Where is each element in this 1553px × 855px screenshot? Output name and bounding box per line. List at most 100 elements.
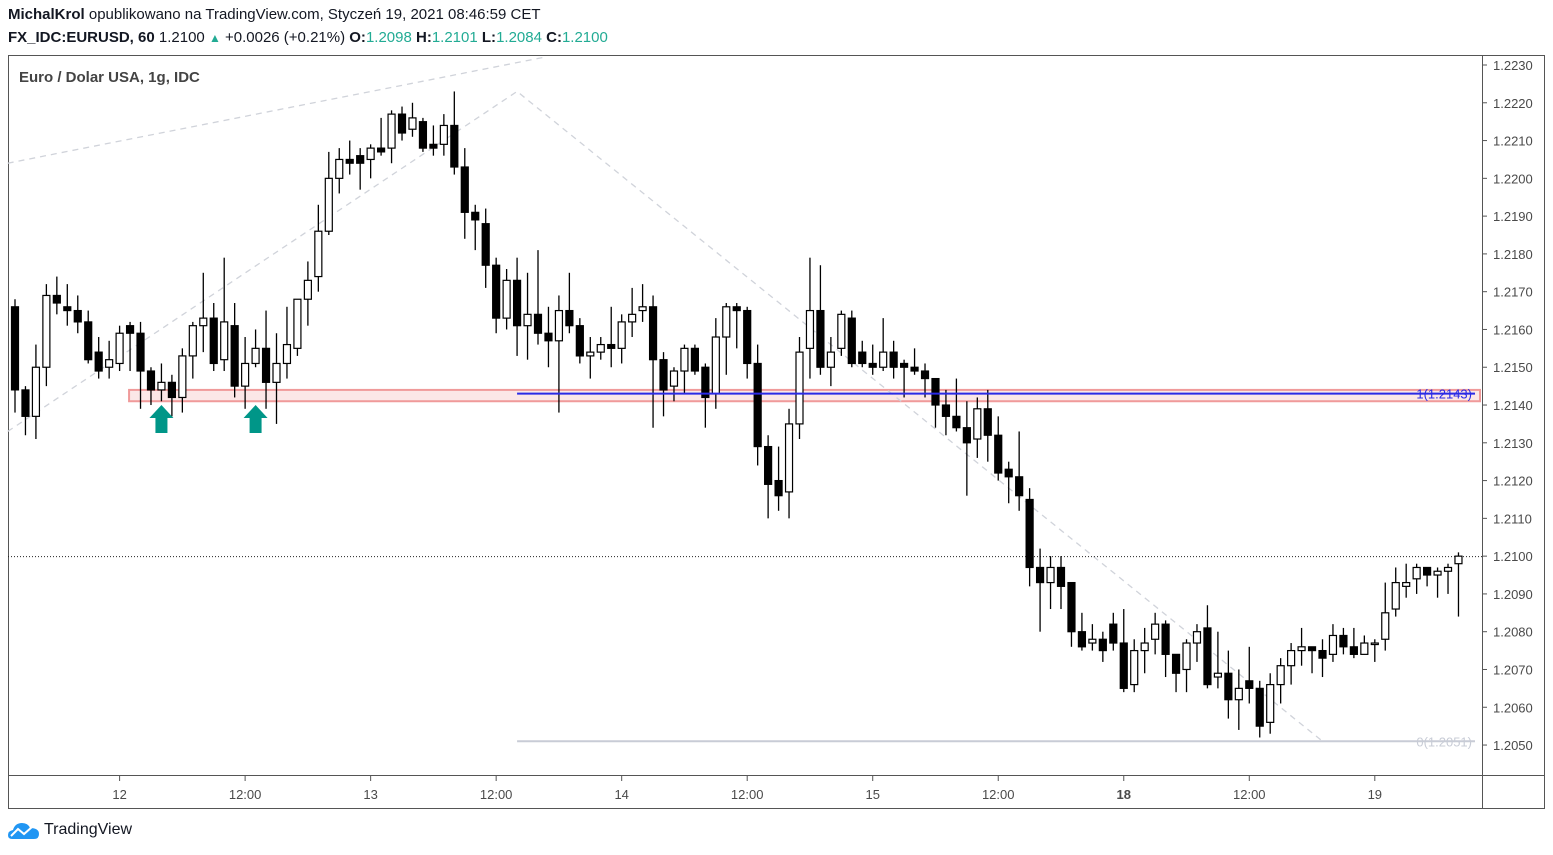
candle <box>439 114 448 156</box>
candle <box>962 401 971 496</box>
time-tick-label: 12:00 <box>982 787 1015 802</box>
candle-body-down <box>920 370 930 380</box>
up-arrow-icon <box>243 405 268 433</box>
candle-body-up <box>115 332 124 365</box>
candle <box>764 435 773 519</box>
candle <box>1297 627 1306 666</box>
candle-body-down <box>471 211 480 221</box>
candle <box>1046 556 1055 610</box>
candle <box>209 303 218 372</box>
candle-body-down <box>1035 566 1045 584</box>
time-tick-label: 12:00 <box>480 787 513 802</box>
candle <box>973 397 982 458</box>
candle-body-up <box>105 359 114 368</box>
candle <box>837 310 846 356</box>
candle <box>1025 488 1034 587</box>
candle <box>1130 639 1139 693</box>
candle-body-up <box>241 362 250 387</box>
candle-body-up <box>1088 638 1097 644</box>
candle <box>125 321 135 372</box>
price-tick-label: 1.2110 <box>1493 511 1532 526</box>
time-axis[interactable]: 12 12:00 13 12:00 14 12:00 15 12:00 18 12:00 19 <box>112 776 1382 802</box>
support-zone <box>128 388 1481 403</box>
candle <box>868 344 877 375</box>
candle <box>690 344 700 375</box>
candle-body-down <box>52 294 61 304</box>
candle <box>1370 639 1379 662</box>
zigzag-line <box>7 56 544 164</box>
candle <box>251 329 260 368</box>
candle-body-up <box>795 351 804 425</box>
candle-body-down <box>1077 631 1087 648</box>
candle-body-down <box>962 427 971 444</box>
candle-body-down <box>994 434 1003 474</box>
candle <box>105 340 114 379</box>
tradingview-footer[interactable]: TradingView <box>8 820 132 840</box>
candle <box>826 337 835 387</box>
candle-body-down <box>209 317 218 365</box>
candle <box>272 333 281 424</box>
time-tick-label: 12:00 <box>731 787 764 802</box>
candle <box>1412 563 1421 594</box>
candle <box>889 340 898 379</box>
candle <box>1454 552 1463 617</box>
candle-body-up <box>523 313 532 327</box>
candle <box>795 337 804 440</box>
candle <box>1004 461 1013 504</box>
candle-body-down <box>1098 638 1107 652</box>
candle-body-down <box>418 121 428 149</box>
price-axis[interactable]: 1.2230 1.2220 1.2210 1.2200 1.2190 1.2180 1.21… <box>1482 58 1533 753</box>
candle-body-down <box>847 317 856 365</box>
candle <box>146 367 156 406</box>
candle <box>1422 566 1432 587</box>
price-tick-label: 1.2160 <box>1493 322 1533 337</box>
candle-body-down <box>10 306 20 391</box>
candle <box>84 310 93 364</box>
candle-body-up <box>617 321 626 349</box>
candle-body-down <box>1422 566 1432 576</box>
zigzag-layer <box>7 56 1482 742</box>
candle <box>774 446 783 511</box>
candle-body-up <box>596 343 605 353</box>
candle <box>1119 609 1128 693</box>
candle-body-down <box>858 351 867 365</box>
candle <box>523 272 532 360</box>
close-label: C: <box>546 29 562 46</box>
author-name[interactable]: MichalKrol <box>8 6 85 23</box>
chart-title: Euro / Dolar USA, 1g, IDC <box>19 69 200 86</box>
candle <box>1213 631 1223 689</box>
candle-body-down <box>1339 634 1348 648</box>
candle <box>31 344 41 440</box>
candle <box>732 303 741 349</box>
candle <box>1109 612 1118 651</box>
candle <box>63 284 72 326</box>
candle-body-down <box>889 351 898 368</box>
candle <box>952 378 961 432</box>
candle <box>1287 643 1296 685</box>
candle <box>1443 563 1453 594</box>
candle <box>178 348 187 413</box>
candle-body-down <box>230 325 239 387</box>
candle-body-down <box>261 347 271 383</box>
candle <box>920 363 930 398</box>
chart-frame <box>8 55 1545 809</box>
candle <box>157 363 166 402</box>
candle <box>858 340 867 368</box>
candle-body-up <box>711 336 720 395</box>
candle <box>983 389 992 462</box>
candle-body-down <box>1109 623 1118 644</box>
time-tick-label: 13 <box>363 787 377 802</box>
candle <box>1088 624 1097 651</box>
candle-body-down <box>1015 476 1024 497</box>
candle-body-up <box>837 313 846 349</box>
candle-body-up <box>366 147 375 161</box>
candle <box>377 117 386 156</box>
candle <box>188 321 197 379</box>
candle <box>1224 650 1233 719</box>
open-value: 1.2098 <box>365 29 412 46</box>
candle <box>1015 431 1024 511</box>
candle-body-up <box>1046 566 1055 584</box>
candle <box>460 148 469 239</box>
candle-body-down <box>1318 649 1327 659</box>
